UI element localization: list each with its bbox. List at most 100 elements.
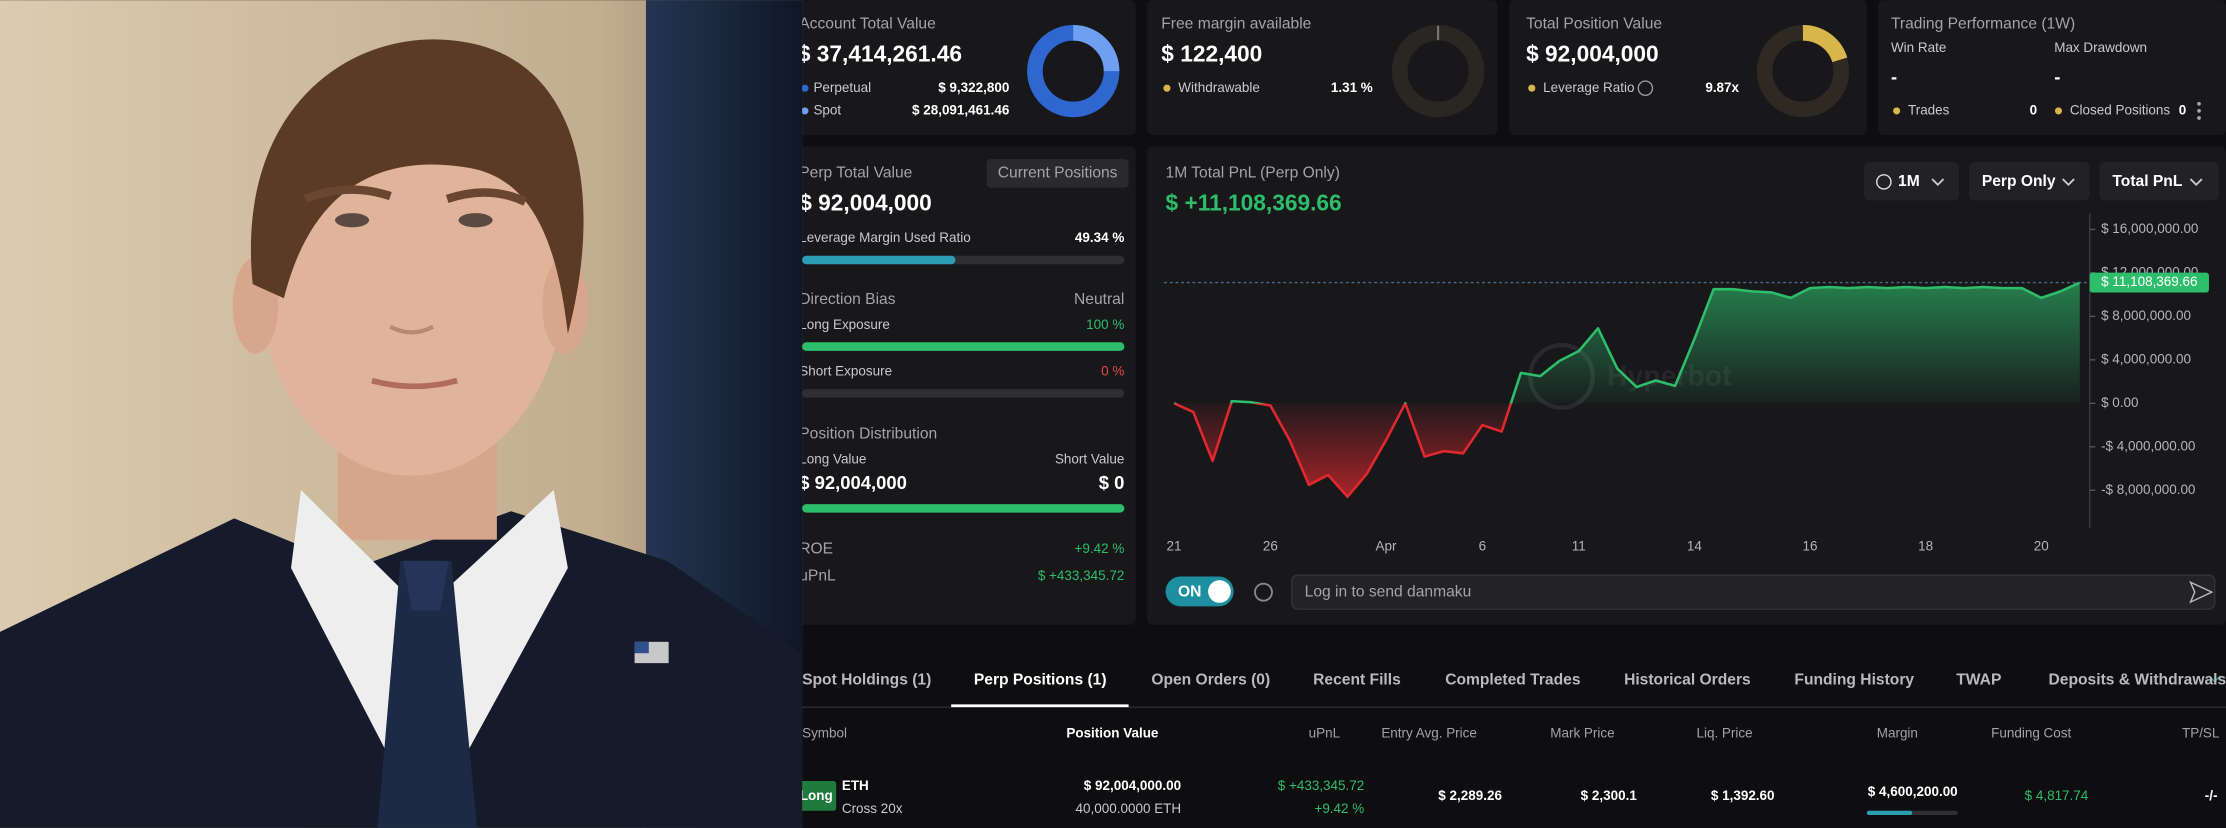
value: 0 [2030, 102, 2037, 117]
cell: +9.42 % [1314, 801, 1364, 816]
value: - [1891, 66, 1897, 87]
label: Spot [813, 102, 841, 117]
value: 1.31 % [1331, 80, 1373, 95]
x-tick-label: 16 [1802, 538, 1817, 553]
cell: Long [800, 788, 833, 803]
column-header[interactable]: Liq. Price [1696, 726, 1752, 741]
column-header[interactable]: Position Value [1066, 726, 1159, 741]
card-title: Account Total Value [799, 15, 936, 32]
input-placeholder[interactable]: Log in to send danmaku [1305, 583, 1472, 600]
label: Position Distribution [799, 426, 937, 443]
pnl-chart: Hyperbot-$ 8,000,000.00-$ 4,000,000.00$ … [1164, 213, 2209, 553]
chart-title: 1M Total PnL (Perp Only) [1166, 164, 1340, 181]
toggle-label[interactable]: ON [1178, 583, 1201, 600]
area [1174, 282, 2080, 497]
value: - [2054, 66, 2060, 87]
current-tag [2089, 272, 2209, 293]
bar-fill [802, 255, 956, 265]
label: Long Exposure [799, 317, 890, 332]
value: +9.42 % [1075, 541, 1125, 556]
x-tick-label: Apr [1376, 538, 1397, 553]
x-tick-label: 21 [1167, 538, 1182, 553]
toggle-knob [1208, 580, 1231, 603]
cell: Cross 20x [842, 801, 903, 816]
column-header[interactable]: Entry Avg. Price [1381, 726, 1477, 741]
column-header[interactable]: TP/SL [2182, 726, 2220, 741]
chevrons [1931, 178, 2203, 187]
column-header[interactable]: uPnL [1309, 726, 1341, 741]
cell: $ 2,289.26 [1438, 788, 1502, 803]
more-icon[interactable] [2197, 101, 2201, 120]
y-tick-label: -$ 8,000,000.00 [2101, 482, 2195, 497]
label: Short Value [1055, 452, 1124, 467]
text-input[interactable] [1291, 574, 2216, 610]
value: Neutral [1074, 291, 1124, 308]
settings-icon[interactable] [1254, 582, 1273, 602]
line [1173, 281, 2081, 499]
dropdown[interactable] [1863, 162, 1960, 201]
send-icon[interactable] [2189, 580, 2214, 604]
help-icon[interactable] [1637, 80, 1654, 96]
tab[interactable]: TWAP [1956, 671, 2001, 688]
bullet [801, 107, 809, 115]
bar-track [802, 389, 1125, 398]
card-title: Total Position Value [1526, 15, 1662, 32]
tab[interactable]: Open Orders (0) [1151, 671, 1270, 688]
tab[interactable]: Perp Positions (1) [974, 671, 1107, 688]
dropdown[interactable] [2099, 162, 2219, 201]
label: Trades [1908, 102, 1950, 117]
column-header[interactable]: Margin [1877, 726, 1918, 741]
cell: -/- [2205, 788, 2218, 803]
value: $ 0 [1099, 472, 1125, 493]
y-tick-label: $ 4,000,000.00 [2101, 351, 2191, 366]
y-tick-label: $ 8,000,000.00 [2101, 308, 2191, 323]
dropdown-label[interactable]: Total PnL [2112, 173, 2182, 190]
cell: $ 92,004,000.00 [1084, 778, 1181, 793]
y-tick-label: -$ 4,000,000.00 [2101, 438, 2195, 453]
current-label: $ 11,108,369.66 [2101, 274, 2197, 289]
dropdown-label[interactable]: Perp Only [1982, 173, 2056, 190]
button[interactable] [986, 159, 1129, 188]
label: Short Exposure [799, 364, 892, 379]
tab[interactable]: Spot Holdings (1) [802, 671, 931, 688]
tab-scroll[interactable] [2208, 675, 2221, 683]
dropdown[interactable] [1969, 162, 2090, 201]
value: 100 % [1086, 317, 1124, 332]
label: Closed Positions [2070, 102, 2171, 117]
clock-icon [1876, 174, 1892, 190]
value: 0 % [1101, 364, 1124, 379]
column-header[interactable]: Mark Price [1550, 726, 1614, 741]
cell: $ 4,600,200.00 [1868, 784, 1958, 799]
tab[interactable]: Completed Trades [1445, 671, 1581, 688]
bar-fill [802, 342, 1125, 351]
dropdown-label[interactable]: 1M [1898, 173, 1920, 190]
side-badge [796, 780, 837, 811]
label: Leverage Ratio [1543, 80, 1634, 95]
cell: $ 1,392.60 [1711, 788, 1775, 803]
x-tick-label: 14 [1687, 538, 1702, 553]
value: $ +433,345.72 [1038, 568, 1125, 583]
column-header[interactable]: Symbol [802, 726, 847, 741]
bullet [1528, 84, 1536, 92]
tab[interactable]: Deposits & Withdrawals [2049, 671, 2226, 688]
cell: $ 2,300.1 [1581, 788, 1638, 803]
x-tick-label: 18 [1918, 538, 1933, 553]
card-value: $ 122,400 [1161, 41, 1262, 67]
x-tick-label: 11 [1572, 538, 1586, 553]
bullet [1893, 107, 1901, 115]
tab[interactable]: Historical Orders [1624, 671, 1751, 688]
cell: $ 4,817.74 [2025, 788, 2089, 803]
button-label[interactable]: Current Positions [998, 164, 1118, 181]
value: 0 [2179, 102, 2187, 117]
tab[interactable]: Funding History [1794, 671, 1914, 688]
tab[interactable]: Recent Fills [1313, 671, 1401, 688]
column-header[interactable]: Funding Cost [1991, 726, 2071, 741]
margin-bar-fill [1866, 810, 1913, 816]
value: $ 28,091,461.46 [912, 102, 1009, 117]
bullet [1163, 84, 1171, 92]
label: Max Drawdown [2054, 40, 2147, 55]
card-title: Trading Performance (1W) [1891, 15, 2075, 32]
bullet [801, 84, 809, 92]
